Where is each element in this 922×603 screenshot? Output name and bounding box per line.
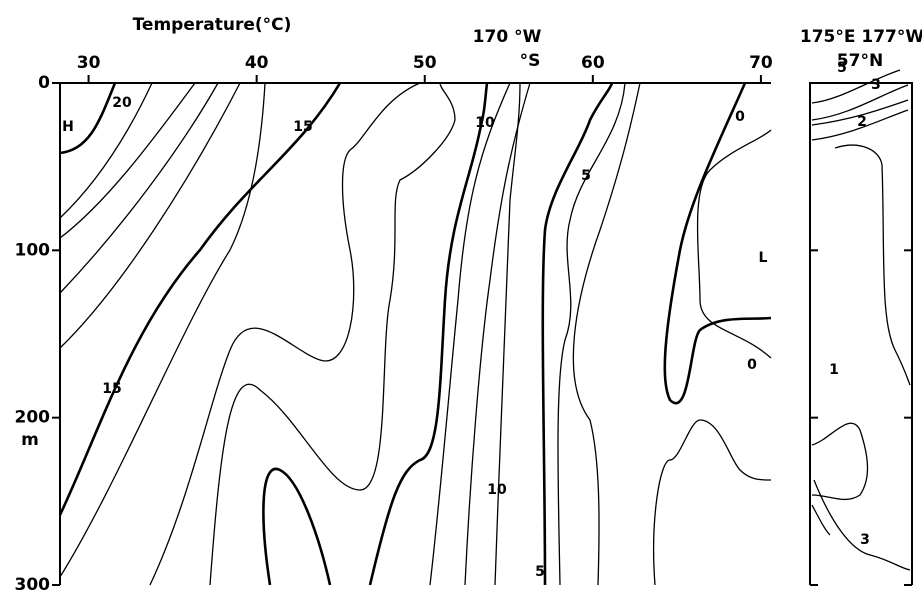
contour-line [811,99,909,126]
inset-annotation: 57°N [837,51,883,71]
contour-line [696,129,772,359]
contour-line [811,69,901,104]
contour-label: 0 [735,109,745,125]
contour-line [464,82,531,586]
contour-line [834,144,911,386]
inset-contour-label: 5 [837,60,847,76]
contour-line [58,82,342,516]
contour-label: 5 [581,168,591,184]
contour-line [811,504,831,536]
contours [58,69,911,586]
inset-contour-label: 2 [857,114,867,130]
x-tick-label: 40 [245,53,269,73]
contour-line [653,419,772,586]
x-tick-label: 70 [749,53,773,73]
inset-contour-label: 1 [829,362,839,378]
annotation: 170 °W [473,27,542,47]
x-tick-label: 50 [413,53,437,73]
inset-annotation: 175°E 177°W [800,27,922,47]
contour-line [429,82,511,586]
contour-line [811,109,909,141]
contour-label: 10 [487,482,507,498]
inset-contour-label: 3 [860,532,870,548]
contour-line [557,82,626,586]
contour-line [494,82,521,586]
contour-label: 5 [535,564,545,580]
inset-frame [809,82,913,585]
contour-label: 0 [747,357,757,373]
y-tick-label: 100 [15,240,51,260]
contour-line [59,82,117,155]
contour-label: H [62,119,74,135]
contour-label: 20 [112,95,132,111]
contour-line [572,82,641,586]
contour-line [368,82,489,586]
contour-line [262,467,332,586]
y-axis-label: m [21,430,39,450]
contour-line [59,82,153,219]
contour-line [209,82,456,586]
contour-line [813,479,911,571]
main-axis [59,82,771,585]
contour-line [59,82,241,349]
contour-line [663,82,772,405]
y-tick-label: 0 [38,73,50,93]
chart-title: Temperature(°C) [133,15,292,35]
contour-line [811,422,869,501]
contour-label: 10 [475,115,495,131]
inset-contour-label: 3 [871,77,881,93]
contour-line [541,82,614,586]
contour-label: 15 [293,119,312,135]
contour-label: 15 [102,381,121,397]
y-tick-label: 300 [15,575,51,595]
x-tick-label: 60 [581,53,605,73]
contour-line [59,82,219,294]
contour-line [149,82,421,586]
y-tick-label: 200 [15,408,51,428]
contour-line [59,82,266,578]
contour-line [59,82,196,239]
axes [59,82,913,585]
contour-line [811,84,909,121]
contour-label: L [759,250,768,266]
annotation: °S [520,51,541,71]
x-tick-label: 30 [77,53,101,73]
